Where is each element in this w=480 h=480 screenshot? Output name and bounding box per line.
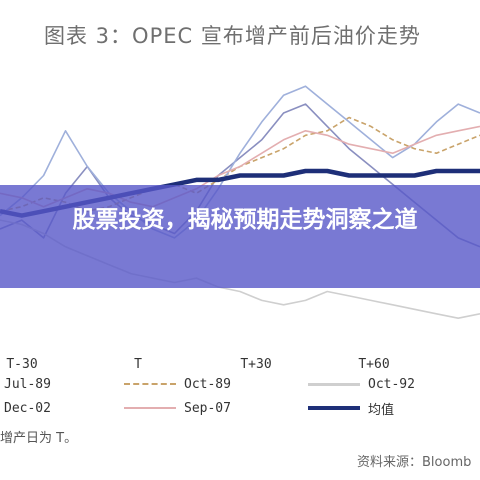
legend-label: Oct-89	[184, 376, 231, 392]
x-tick-label: T	[134, 357, 142, 372]
banner-text[interactable]: 股票投资，揭秘预期走势洞察之道	[72, 207, 418, 233]
legend-swatch	[124, 383, 176, 385]
legend-label: Oct-92	[368, 376, 415, 392]
legend: Jul-89 Oct-89 Oct-92 Dec-02 Sep-07 均值	[0, 375, 480, 419]
chart-title: 图表 3：OPEC 宣布增产前后油价走势	[44, 24, 421, 48]
legend-swatch	[308, 406, 360, 410]
legend-item: Oct-89	[124, 375, 231, 393]
footnote: 增产日为 T。	[0, 431, 78, 446]
series-line-3	[0, 85, 480, 239]
legend-label: 均值	[368, 402, 395, 418]
x-tick-label: T-30	[6, 357, 38, 372]
legend-item: Dec-02	[4, 399, 51, 417]
legend-label: Dec-02	[4, 400, 51, 416]
legend-item: 均值	[308, 399, 395, 418]
legend-item: Oct-92	[308, 375, 415, 393]
legend-swatch	[124, 407, 176, 409]
x-tick-label: T+60	[358, 357, 390, 372]
promo-banner[interactable]	[0, 185, 480, 288]
legend-item: Jul-89	[4, 375, 51, 393]
legend-label: Sep-07	[184, 400, 231, 416]
legend-item: Sep-07	[124, 399, 231, 417]
legend-swatch	[308, 382, 360, 386]
x-axis: T-30 T T+30 T+60	[0, 357, 480, 372]
x-tick-label: T+30	[240, 357, 272, 372]
legend-label: Jul-89	[4, 376, 51, 392]
source-note: 资料来源：Bloomb	[357, 455, 472, 470]
